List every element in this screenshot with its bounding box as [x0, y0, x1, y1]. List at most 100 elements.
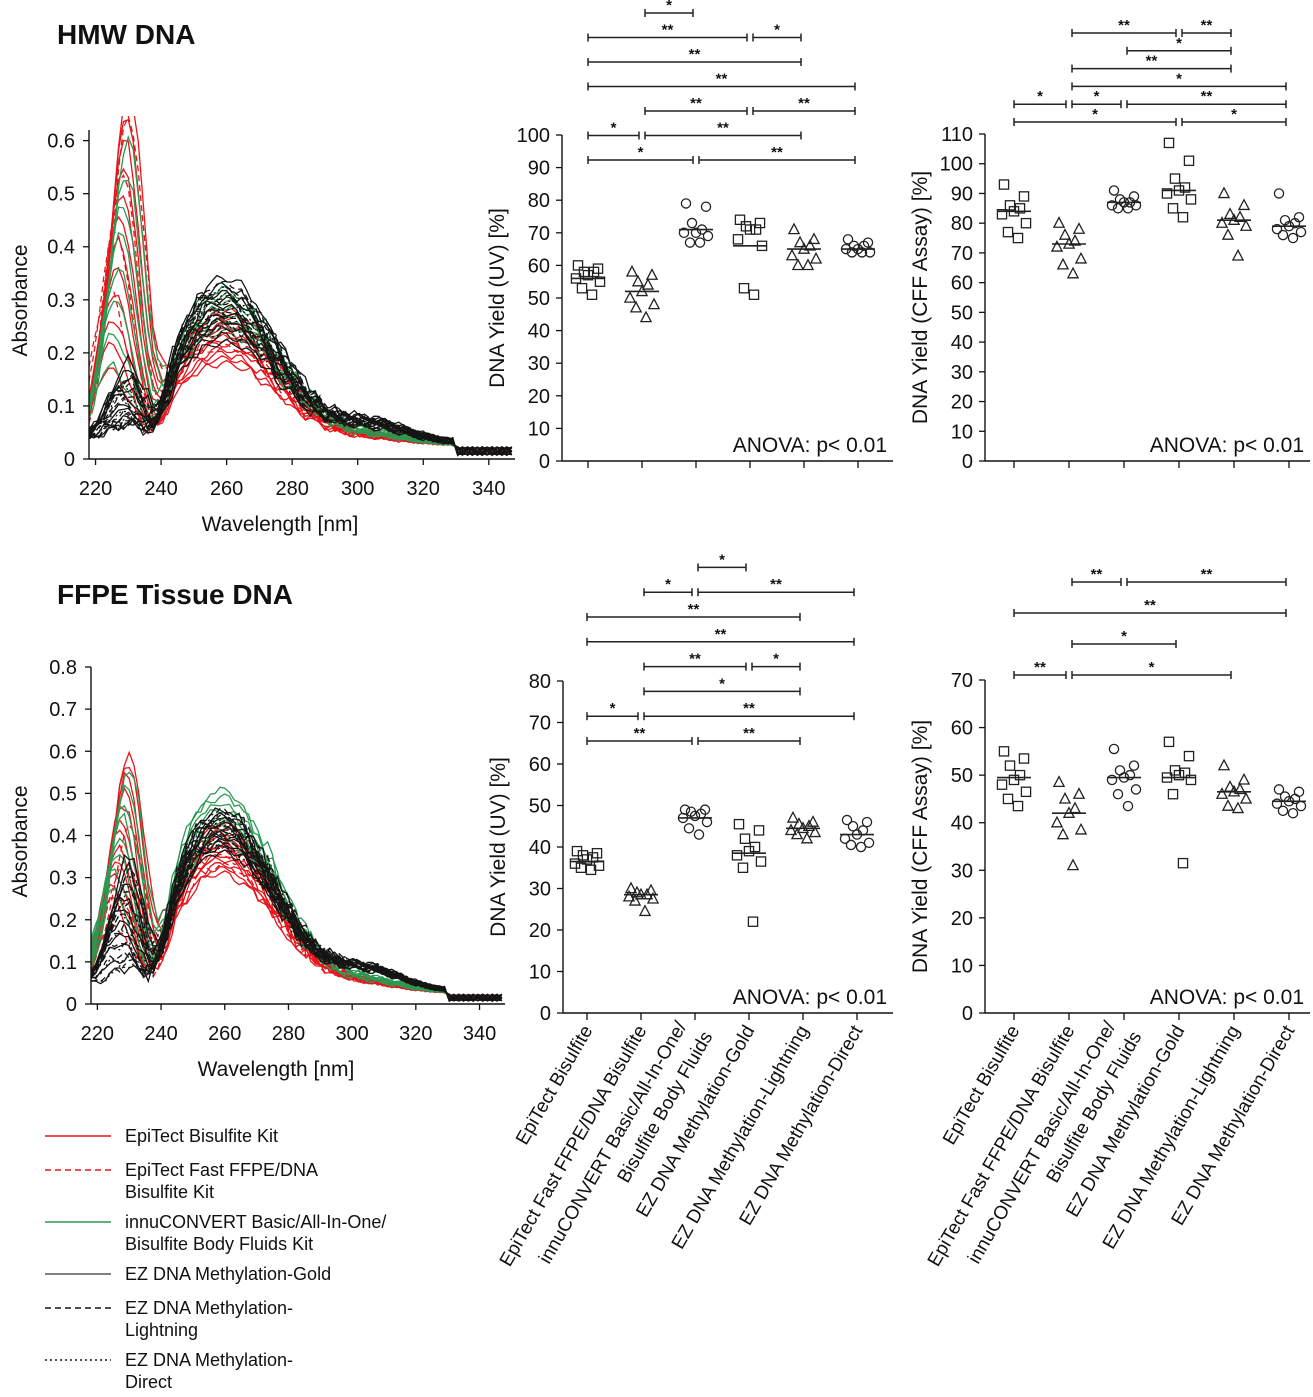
spectrum-line-5-7 [91, 811, 502, 1002]
data-point [1271, 798, 1283, 809]
spectrum-line-5-7 [89, 286, 512, 457]
x-tick-label: 300 [335, 1023, 368, 1045]
data-point [1050, 815, 1064, 828]
data-point [998, 179, 1010, 190]
significance-bracket: * [643, 576, 693, 597]
significance-label: ** [1091, 566, 1103, 583]
data-point [809, 251, 823, 264]
data-point [1287, 807, 1299, 819]
significance-bracket: * [644, 0, 694, 17]
data-point [1020, 786, 1032, 798]
y-tick-label: 30 [951, 362, 973, 384]
data-point [996, 209, 1008, 220]
data-point [744, 224, 756, 235]
spectrum-line-1-0 [89, 285, 513, 457]
data-point [856, 247, 868, 258]
y-tick-label: 0.3 [49, 868, 77, 890]
anova-annotation: ANOVA: p< 0.01 [1150, 434, 1304, 457]
data-point [1058, 791, 1072, 804]
data-point [1056, 257, 1070, 270]
legend-label: Lightning [125, 1320, 198, 1340]
data-point [1185, 194, 1197, 205]
significance-label: ** [1034, 659, 1046, 676]
data-point [1169, 173, 1181, 184]
significance-label: ** [743, 725, 755, 742]
data-point [1004, 760, 1016, 771]
significance-bracket: ** [697, 725, 801, 745]
significance-label: ** [689, 46, 701, 63]
data-point [803, 238, 817, 251]
data-point [586, 289, 598, 300]
significance-bracket: ** [644, 95, 748, 115]
data-point [1183, 155, 1195, 167]
data-point [572, 260, 584, 271]
x-axis-title: Wavelength [nm] [202, 513, 359, 536]
data-point [1161, 188, 1173, 199]
y-tick-label: 0.2 [49, 910, 77, 932]
significance-label: ** [1201, 17, 1213, 34]
data-group-5 [1215, 758, 1253, 814]
ffpe-uv-yield-chart: 0 10 20 30 40 50 60 70 80 DNA Yield (UV) [%] ANOVA… [487, 551, 893, 1025]
data-point [1295, 226, 1307, 238]
significance-bracket: ** [586, 626, 855, 646]
data-point [753, 825, 765, 836]
data-point [1233, 782, 1247, 795]
hmw-cff-yield-chart: 0 10 20 30 40 50 60 70 80 90 100 110 DNA Yield (CFF … [909, 17, 1310, 473]
significance-label: * [1037, 88, 1043, 105]
data-point [861, 816, 873, 828]
legend-label: EpiTect Bisulfite Kit [125, 1126, 278, 1146]
y-tick-label: 30 [528, 353, 550, 375]
data-group-5 [785, 222, 823, 271]
x-tick-label: 320 [399, 1023, 432, 1045]
y-tick-label: 60 [951, 718, 973, 740]
data-point [1173, 769, 1185, 781]
data-point [1277, 229, 1289, 241]
y-tick-label: 0 [962, 451, 973, 473]
significance-bracket: ** [643, 651, 747, 671]
y-tick-label: 100 [517, 125, 550, 147]
data-point [1014, 203, 1026, 214]
data-point [733, 818, 745, 830]
spectrum-line-5-5 [91, 824, 503, 1002]
data-point [1018, 753, 1030, 764]
data-point [750, 224, 762, 235]
data-point [801, 258, 815, 271]
data-point [1050, 239, 1064, 252]
y-tick-label: 80 [528, 190, 550, 212]
y-axis-title: Absorbance [9, 785, 32, 897]
data-point [1231, 801, 1245, 814]
data-point [622, 889, 636, 902]
data-point [594, 276, 606, 287]
data-point [734, 214, 746, 226]
data-group-5 [784, 810, 822, 844]
significance-bracket: ** [644, 120, 802, 140]
y-tick-label: 50 [951, 302, 973, 324]
legend-label: innuCONVERT Basic/All-In-One/ [125, 1212, 386, 1232]
y-tick-label: 0.3 [47, 290, 75, 312]
data-group-6 [1271, 784, 1307, 819]
significance-label: ** [770, 576, 782, 593]
hmw-uv-yield-chart: 0 10 20 30 40 50 60 70 80 90 100 DNA Yield (UV) [%]… [486, 0, 893, 473]
data-point [624, 881, 638, 894]
spectra-lines [89, 116, 513, 457]
data-point [737, 862, 749, 874]
data-point [743, 845, 755, 857]
y-tick-label: 90 [951, 183, 973, 205]
data-point [738, 282, 750, 294]
significance-bracket: * [1071, 628, 1177, 648]
significance-label: * [1176, 35, 1182, 52]
significance-label: * [719, 675, 725, 692]
significance-bracket: ** [697, 576, 855, 597]
data-point [1112, 203, 1124, 214]
significance-bracket: * [751, 651, 801, 671]
data-group-2 [623, 264, 661, 323]
data-point [689, 810, 701, 822]
significance-bracket: * [586, 700, 639, 721]
significance-label: ** [716, 71, 728, 88]
y-tick-label: 40 [529, 837, 551, 859]
significance-label: ** [771, 144, 783, 161]
data-point [739, 833, 751, 844]
data-point [1289, 217, 1301, 229]
data-point [700, 201, 712, 212]
